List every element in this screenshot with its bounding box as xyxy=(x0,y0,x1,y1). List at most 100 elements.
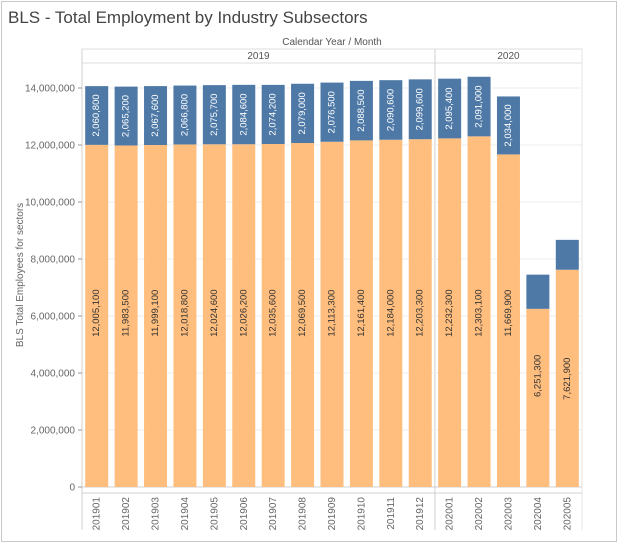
data-label: 2,095,400 xyxy=(444,87,455,129)
bar-segment-top xyxy=(379,80,403,140)
bar-segment-base xyxy=(467,136,491,488)
data-label: 2,065,200 xyxy=(121,95,132,137)
bar-segment-top xyxy=(144,86,168,146)
data-label: 12,203,300 xyxy=(415,289,426,337)
bar-segment-top xyxy=(438,78,462,139)
data-label: 2,090,600 xyxy=(385,89,396,131)
bar-segment-base xyxy=(438,138,462,487)
bar-segment-top xyxy=(114,86,138,146)
y-tick-label: 14,000,000 xyxy=(25,84,75,95)
y-axis-title: BLS Total Employees for sectors xyxy=(15,203,26,347)
bar-segment-base xyxy=(555,269,579,487)
bar-segment-top xyxy=(261,84,285,144)
data-label: 12,069,500 xyxy=(297,289,308,337)
data-label: 12,005,100 xyxy=(91,289,102,337)
data-label: 2,060,800 xyxy=(91,94,102,136)
data-label: 2,088,500 xyxy=(356,90,367,132)
bar-segment-top xyxy=(496,96,520,155)
bar-segment-top xyxy=(526,274,550,309)
year-header: 2019 xyxy=(247,51,270,62)
bar-segment-base xyxy=(496,154,520,488)
data-label: 2,034,000 xyxy=(503,104,514,146)
bar-segment-top xyxy=(232,84,256,145)
data-label: 2,099,600 xyxy=(415,88,426,130)
x-tick-label: 201907 xyxy=(268,497,279,531)
bar-segment-base xyxy=(261,143,285,487)
data-label: 2,076,500 xyxy=(327,91,338,133)
y-tick-label: 10,000,000 xyxy=(25,198,75,209)
bar-segment-top xyxy=(173,85,197,145)
data-label: 12,113,300 xyxy=(327,290,338,337)
bar-segment-base xyxy=(144,145,168,488)
data-label: 12,303,100 xyxy=(474,289,485,337)
x-tick-label: 202002 xyxy=(474,497,485,531)
data-label: 2,079,000 xyxy=(297,92,308,134)
y-tick-label: 0 xyxy=(69,483,75,494)
bar-segment-base xyxy=(173,144,197,487)
bar-segment-top xyxy=(555,239,579,270)
data-label: 12,024,600 xyxy=(209,289,220,337)
data-label: 2,074,200 xyxy=(268,93,279,135)
bar-segment-top xyxy=(85,86,109,145)
bar-segment-base xyxy=(379,139,403,488)
x-tick-label: 201901 xyxy=(92,497,103,531)
x-tick-label: 202001 xyxy=(445,497,456,531)
data-label: 12,184,000 xyxy=(385,289,396,337)
x-tick-label: 201906 xyxy=(239,497,250,531)
x-tick-label: 202004 xyxy=(533,497,544,531)
data-label: 12,026,200 xyxy=(238,289,249,337)
bar-segment-top xyxy=(349,80,373,141)
bar-segment-top xyxy=(291,83,315,144)
data-label: 2,091,000 xyxy=(474,85,485,127)
x-tick-label: 201902 xyxy=(121,497,132,531)
bar-segment-base xyxy=(526,308,550,487)
x-tick-label: 201911 xyxy=(386,497,397,530)
data-label: 7,621,900 xyxy=(562,358,573,400)
data-label: 2,075,700 xyxy=(209,94,220,136)
bar-segment-base xyxy=(114,145,138,487)
data-label: 2,067,600 xyxy=(150,94,161,136)
bars: 12,005,100 2,060,800 11,983,500 2,065,200 11… xyxy=(85,76,579,488)
x-tick-label: 201910 xyxy=(356,497,367,531)
bar-segment-top xyxy=(202,85,226,145)
bar-segment-base xyxy=(232,144,256,487)
data-label: 11,669,900 xyxy=(503,290,514,337)
x-tick-label: 201909 xyxy=(327,497,338,531)
data-label: 12,161,400 xyxy=(356,289,367,337)
bar-segment-base xyxy=(408,139,432,488)
x-tick-label: 201903 xyxy=(151,497,162,531)
data-label: 12,035,600 xyxy=(268,289,279,337)
x-axis: 201901 201902 201903 201904 201905 201906 2019… xyxy=(92,497,574,531)
y-tick-label: 6,000,000 xyxy=(31,312,76,323)
data-label: 2,084,600 xyxy=(238,93,249,135)
bar-segment-top xyxy=(467,76,491,137)
column-headers: Calendar Year / Month 2019 2020 xyxy=(247,37,520,62)
x-tick-label: 201904 xyxy=(180,497,191,531)
bar-segment-base xyxy=(320,141,344,488)
data-label: 11,999,100 xyxy=(150,290,161,337)
bar-segment-top xyxy=(320,82,344,142)
bar-segment-base xyxy=(291,143,315,487)
bar-segment-top xyxy=(408,79,432,140)
y-axis: BLS Total Employees for sectors 0 2,000,0… xyxy=(15,84,82,494)
x-tick-label: 202003 xyxy=(503,497,514,531)
year-header: 2020 xyxy=(497,51,520,62)
data-label: 6,251,300 xyxy=(532,355,543,397)
x-tick-label: 201905 xyxy=(209,497,220,531)
data-label: 11,983,500 xyxy=(121,290,132,337)
x-tick-label: 201908 xyxy=(298,497,309,531)
chart-title: BLS - Total Employment by Industry Subse… xyxy=(8,8,368,27)
bar-segment-base xyxy=(349,140,373,488)
y-tick-label: 12,000,000 xyxy=(25,141,75,152)
data-label: 12,232,300 xyxy=(444,289,455,337)
y-tick-label: 8,000,000 xyxy=(31,255,76,266)
data-label: 12,018,800 xyxy=(179,289,190,337)
bar-segment-base xyxy=(202,144,226,488)
column-header-label: Calendar Year / Month xyxy=(282,37,382,48)
x-tick-label: 201912 xyxy=(415,497,426,531)
x-tick-label: 202005 xyxy=(562,497,573,531)
bar-segment-base xyxy=(85,144,109,487)
y-tick-label: 2,000,000 xyxy=(31,426,76,437)
data-label: 2,066,800 xyxy=(179,94,190,136)
